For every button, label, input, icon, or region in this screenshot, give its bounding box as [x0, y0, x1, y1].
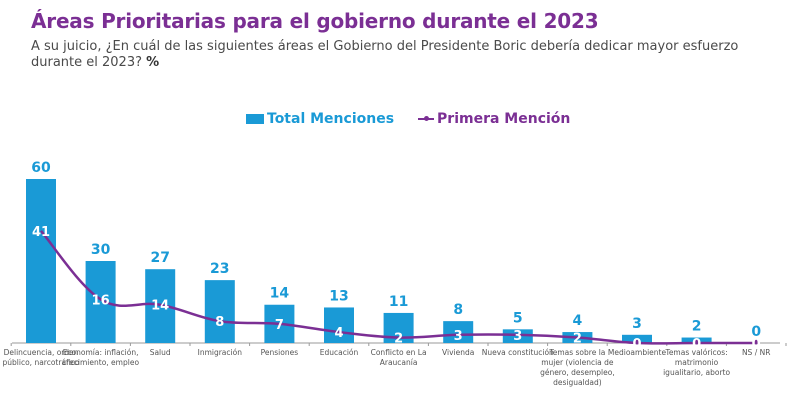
bar — [622, 334, 652, 343]
bar-value-label: 8 — [453, 302, 463, 318]
x-tick-label: Inmigración — [197, 348, 242, 357]
line-value-label: 3 — [513, 329, 522, 344]
x-tick-label: Vivienda — [442, 348, 475, 357]
subtitle-unit: % — [146, 55, 160, 70]
bar-value-label: 11 — [389, 294, 408, 310]
line-point — [694, 339, 700, 345]
legend-line-swatch — [418, 116, 435, 121]
x-tick-label: Nueva constitución — [481, 348, 554, 357]
legend-label-first: Primera Mención — [437, 111, 571, 127]
x-tick-label: Medioambiente — [607, 348, 667, 357]
x-tick-label: Temas sobre la mujer (violencia de géner… — [540, 348, 615, 387]
legend-item-total: Total Menciones — [246, 111, 394, 127]
bar-value-label: 5 — [513, 310, 523, 326]
legend-bar-swatch — [246, 114, 264, 124]
bar-value-label: 14 — [270, 286, 290, 302]
line-value-label: 41 — [32, 225, 50, 240]
bar — [324, 307, 354, 343]
chart-title: Áreas Prioritarias para el gobierno dura… — [31, 9, 599, 33]
x-tick-label: Educación — [319, 348, 359, 357]
bar-value-label: 27 — [150, 250, 169, 266]
line-value-label: 3 — [454, 329, 463, 344]
line-value-label: 4 — [334, 326, 343, 341]
bar — [26, 179, 56, 343]
line-value-label: 0 — [632, 337, 641, 352]
chart-subtitle: A su juicio, ¿En cuál de las siguientes … — [31, 39, 771, 71]
x-tick-label: Pensiones — [260, 348, 299, 357]
bar — [502, 329, 533, 343]
x-tick-label: Conflicto en La Araucanía — [370, 348, 427, 367]
bar-value-label: 2 — [692, 319, 702, 335]
line-value-label: 0 — [692, 337, 701, 352]
x-tick-label: Temas valóricos: matrimonio igualitario,… — [663, 348, 731, 377]
x-tick-label: NS / NR — [741, 348, 771, 357]
bar-value-label: 0 — [751, 324, 761, 340]
line-value-label: 16 — [92, 293, 110, 308]
bar-value-label: 30 — [91, 242, 111, 258]
x-tick-label: Delincuencia, orden público, narcotráfic… — [2, 348, 80, 367]
legend: Total Menciones Primera Mención — [246, 111, 594, 127]
line-value-label: 7 — [275, 318, 284, 333]
bar-value-label: 4 — [573, 313, 583, 329]
bar-value-label: 60 — [31, 160, 51, 176]
x-tick-label: Salud — [149, 348, 171, 357]
bar-value-label: 23 — [210, 261, 229, 277]
bar-value-label: 3 — [632, 316, 642, 332]
legend-label-total: Total Menciones — [267, 111, 395, 127]
bar — [85, 261, 116, 343]
subtitle-text: A su juicio, ¿En cuál de las siguientes … — [31, 39, 739, 70]
legend-item-first: Primera Mención — [418, 111, 570, 127]
line-value-label: 8 — [215, 315, 224, 330]
line-point — [753, 339, 759, 345]
line-value-label: 2 — [573, 332, 582, 347]
line-value-label: 14 — [151, 299, 169, 314]
line-value-label: 2 — [394, 332, 403, 347]
x-tick-label: Economía: inflación, crecimiento, empleo — [62, 348, 140, 367]
bar — [443, 321, 474, 343]
bar — [204, 280, 235, 343]
line-point — [634, 339, 640, 345]
bar-value-label: 13 — [329, 288, 348, 304]
line-value-label: 0 — [752, 337, 761, 352]
